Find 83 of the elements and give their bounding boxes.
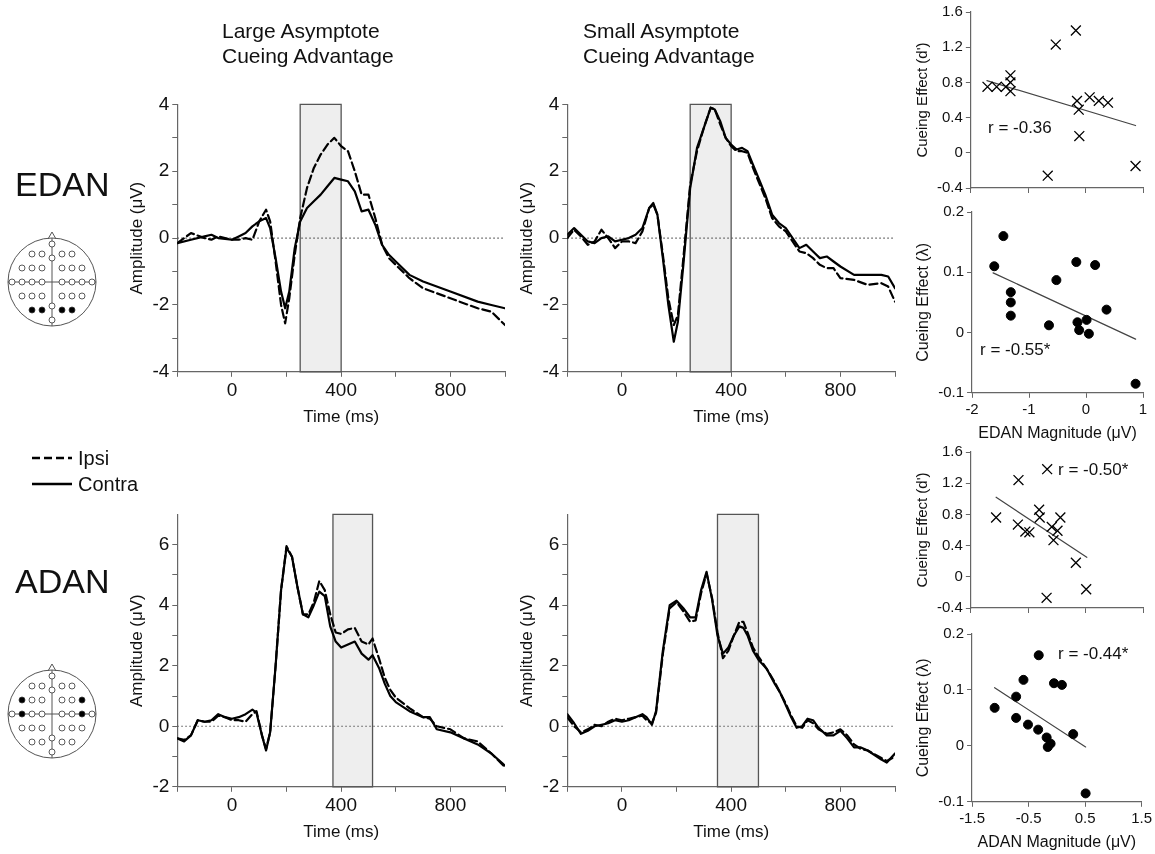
y-tick-label: 0.1 bbox=[943, 262, 965, 280]
y-tick-label: -4 bbox=[542, 360, 560, 382]
y-tick-label: 0.2 bbox=[943, 202, 965, 220]
y-tick-label: -0.4 bbox=[936, 598, 963, 616]
y-tick-label: 1.6 bbox=[941, 442, 963, 460]
y-tick-label: 0.2 bbox=[943, 624, 965, 642]
x-tick-label: 0 bbox=[1081, 399, 1091, 417]
text: ADAN bbox=[15, 562, 110, 601]
x-tick-label: 400 bbox=[325, 379, 357, 401]
y-tick-label: 6 bbox=[548, 532, 560, 554]
y-tick-label: 1.2 bbox=[941, 37, 963, 55]
y-tick-label: -0.4 bbox=[936, 178, 963, 196]
y-axis-title: Amplitude (μV) bbox=[516, 181, 536, 295]
x-tick-label: 400 bbox=[325, 794, 357, 816]
x-tick-label: 0.5 bbox=[1074, 808, 1096, 826]
annotation: r = -0.50* bbox=[1058, 460, 1129, 480]
legend-label: Ipsi bbox=[78, 446, 110, 470]
y-tick-label: -4 bbox=[152, 360, 170, 382]
x-tick-label: 0 bbox=[616, 379, 628, 401]
y-tick-label: 0 bbox=[548, 226, 560, 248]
y-tick-label: 4 bbox=[548, 92, 560, 114]
y-tick-label: 0.1 bbox=[943, 680, 965, 698]
y-tick-label: 2 bbox=[158, 653, 170, 675]
y-tick-label: 0.8 bbox=[941, 72, 963, 90]
x-axis-title: ADAN Magnitude (μV) bbox=[977, 832, 1137, 850]
y-axis-title: Cueing Effect (λ) bbox=[914, 658, 932, 778]
y-tick-label: 0 bbox=[548, 714, 560, 736]
y-tick-label: 2 bbox=[158, 159, 170, 181]
x-tick-label: 800 bbox=[824, 379, 857, 401]
y-tick-label: 4 bbox=[158, 92, 170, 114]
x-axis-title: Time (ms) bbox=[693, 822, 770, 842]
y-tick-label: 1.6 bbox=[941, 2, 963, 20]
x-axis-title: Time (ms) bbox=[303, 407, 380, 427]
y-axis-title: Cueing Effect (λ) bbox=[914, 242, 932, 362]
y-tick-label: 0 bbox=[158, 226, 170, 248]
text: EDAN bbox=[15, 165, 110, 204]
y-tick-label: 0.8 bbox=[941, 504, 963, 522]
y-tick-label: -2 bbox=[542, 775, 560, 797]
x-tick-label: 400 bbox=[715, 379, 747, 401]
x-tick-label: 800 bbox=[434, 379, 467, 401]
x-tick-label: 1.5 bbox=[1131, 808, 1152, 826]
y-axis-title: Cueing Effect (d') bbox=[913, 42, 931, 158]
y-tick-label: -0.1 bbox=[938, 382, 965, 400]
y-tick-label: 0 bbox=[158, 714, 170, 736]
annotation: r = -0.36 bbox=[988, 118, 1052, 138]
y-tick-label: 2 bbox=[548, 159, 560, 181]
y-tick-label: 4 bbox=[158, 593, 170, 615]
x-axis-title: Time (ms) bbox=[303, 822, 380, 842]
x-tick-label: -1 bbox=[1022, 399, 1036, 417]
x-tick-label: 800 bbox=[824, 794, 857, 816]
chart-title: Large Asymptote Cueing Advantage bbox=[222, 18, 395, 68]
y-tick-label: 6 bbox=[158, 532, 170, 554]
x-tick-label: -0.5 bbox=[1015, 808, 1042, 826]
y-tick-label: 0 bbox=[954, 566, 963, 584]
y-tick-label: -0.1 bbox=[938, 791, 965, 809]
y-tick-label: 2 bbox=[548, 653, 560, 675]
y-tick-label: 0 bbox=[954, 142, 963, 160]
y-axis-title: Amplitude (μV) bbox=[126, 594, 146, 707]
x-tick-label: 0 bbox=[616, 794, 628, 816]
y-tick-label: 0 bbox=[955, 322, 965, 340]
chart-title: Small Asymptote Cueing Advantage bbox=[583, 18, 756, 68]
y-tick-label: -2 bbox=[152, 293, 170, 315]
annotation: r = -0.55* bbox=[980, 340, 1051, 360]
y-tick-label: 0.4 bbox=[941, 107, 963, 125]
y-tick-label: -2 bbox=[152, 775, 170, 797]
x-axis-title: Time (ms) bbox=[693, 407, 770, 427]
y-axis-title: Cueing Effect (d') bbox=[913, 472, 931, 588]
x-tick-label: 1 bbox=[1138, 399, 1148, 417]
x-tick-label: 800 bbox=[434, 794, 467, 816]
y-tick-label: 0 bbox=[955, 736, 965, 754]
y-tick-label: -2 bbox=[542, 293, 560, 315]
x-tick-label: 0 bbox=[226, 379, 238, 401]
x-tick-label: 0 bbox=[226, 794, 238, 816]
y-axis-title: Amplitude (μV) bbox=[126, 181, 146, 295]
y-tick-label: 0.4 bbox=[941, 535, 963, 553]
y-tick-label: 4 bbox=[548, 593, 560, 615]
x-tick-label: -1.5 bbox=[959, 808, 985, 826]
legend-label: Contra bbox=[78, 472, 139, 496]
y-tick-label: 1.2 bbox=[941, 473, 963, 491]
x-axis-title: EDAN Magnitude (μV) bbox=[978, 423, 1137, 441]
y-axis-title: Amplitude (μV) bbox=[516, 594, 536, 707]
annotation: r = -0.44* bbox=[1058, 644, 1129, 664]
x-tick-label: 400 bbox=[715, 794, 747, 816]
